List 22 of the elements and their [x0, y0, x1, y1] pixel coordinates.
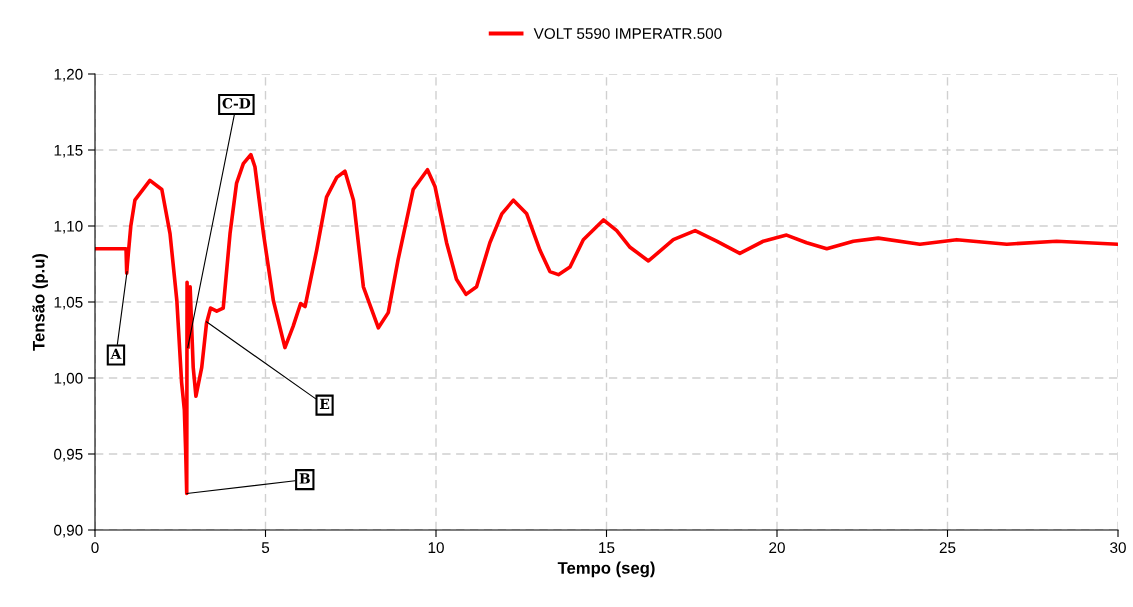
x-tick-label: 15 [599, 542, 615, 554]
legend-label: VOLT 5590 IMPERATR.500 [533, 28, 722, 39]
y-tick-label: 0,90 [54, 524, 83, 538]
y-tick-label: 1,00 [54, 372, 83, 386]
y-tick-label: 1,15 [54, 145, 83, 158]
annotation: E [319, 398, 330, 409]
y-tick-label: 1,05 [54, 296, 83, 310]
x-tick-label: 10 [428, 542, 444, 554]
x-tick-label: 20 [769, 542, 785, 554]
x-tick-label: 25 [939, 542, 956, 554]
annotation: C-D [222, 98, 251, 109]
x-tick-label: 0 [91, 542, 99, 554]
x-tick-label: 5 [261, 542, 270, 554]
x-axis-title: Tempo (seg) [557, 561, 655, 578]
annotation: A [110, 348, 122, 359]
y-axis-title: Tensão (p.u) [32, 253, 48, 351]
y-tick-label: 0,95 [54, 448, 83, 462]
y-tick-label: 1,20 [54, 68, 83, 82]
annotation: B [299, 473, 310, 484]
line-series [95, 152, 1118, 496]
x-tick-label: 30 [1110, 542, 1126, 554]
y-tick-label: 1,10 [54, 220, 83, 234]
